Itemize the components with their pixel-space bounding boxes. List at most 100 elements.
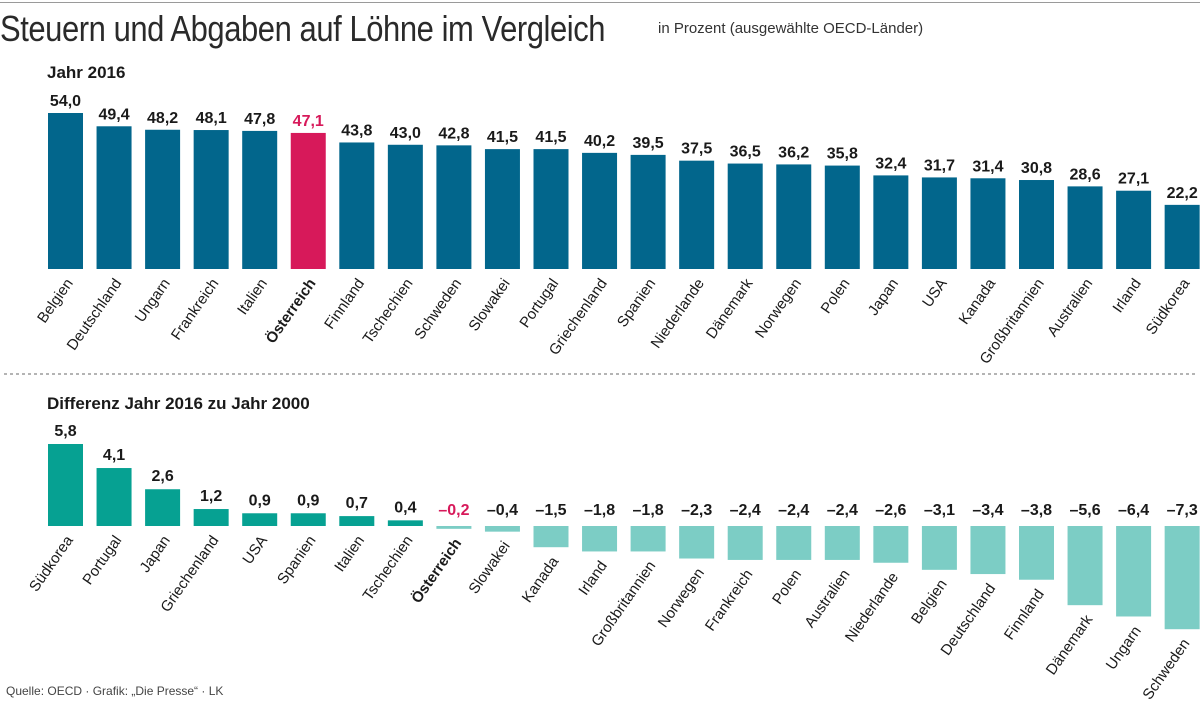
value-label-diff-japan: 2,6 bbox=[151, 468, 173, 485]
value-label-diff-australien: –2,4 bbox=[827, 502, 858, 519]
value-label-diff-suedkorea: 5,8 bbox=[54, 423, 76, 440]
bar-2016-niederlande bbox=[679, 160, 715, 269]
value-label-2016-usa: 31,7 bbox=[924, 157, 955, 174]
panel-differenz: Differenz Jahr 2016 zu Jahr 2000 5,8 Südk… bbox=[26, 394, 1200, 703]
bar-2016-slowakei bbox=[484, 149, 520, 269]
value-label-2016-niederlande: 37,5 bbox=[681, 141, 712, 158]
bar-diff-deutschland bbox=[970, 526, 1006, 575]
category-label-diff-kanada: Kanada bbox=[519, 553, 563, 606]
bar-diff-oesterreich bbox=[436, 526, 472, 529]
value-label-2016-tschechien: 43,0 bbox=[390, 125, 421, 142]
category-label-diff-spanien: Spanien bbox=[274, 533, 320, 588]
bar-diff-spanien bbox=[290, 513, 326, 526]
header: Steuern und Abgaben auf Löhne im Verglei… bbox=[0, 8, 704, 50]
bar-2016-deutschland bbox=[96, 126, 132, 270]
category-label-diff-portugal: Portugal bbox=[79, 533, 125, 589]
value-label-diff-kanada: –1,5 bbox=[535, 502, 566, 519]
bar-diff-grossbritannien bbox=[630, 526, 666, 552]
bar-diff-tschechien bbox=[387, 520, 423, 526]
category-label-2016-slowakei: Slowakei bbox=[465, 276, 513, 335]
value-label-diff-usa: 0,9 bbox=[249, 492, 271, 509]
bar-2016-ungarn bbox=[145, 129, 181, 269]
value-label-diff-tschechien: 0,4 bbox=[394, 499, 416, 516]
value-label-diff-norwegen: –2,3 bbox=[681, 502, 712, 519]
category-label-2016-italien: Italien bbox=[234, 276, 271, 319]
value-label-2016-polen: 35,8 bbox=[827, 146, 858, 163]
category-label-2016-japan: Japan bbox=[865, 276, 902, 319]
source-note: Quelle: OECD · Grafik: „Die Presse“ · LK bbox=[6, 684, 224, 698]
bar-diff-usa bbox=[242, 513, 278, 526]
bar-2016-usa bbox=[921, 177, 957, 269]
value-label-diff-slowakei: –0,4 bbox=[487, 502, 518, 519]
category-label-diff-suedkorea: Südkorea bbox=[26, 532, 77, 595]
value-label-diff-portugal: 4,1 bbox=[103, 447, 125, 464]
category-label-2016-oesterreich: Österreich bbox=[263, 276, 320, 347]
bar-2016-finnland bbox=[339, 142, 375, 269]
value-label-2016-australien: 28,6 bbox=[1069, 166, 1100, 183]
bar-diff-japan bbox=[145, 489, 181, 526]
value-label-2016-oesterreich: 47,1 bbox=[293, 113, 324, 130]
value-label-2016-spanien: 39,5 bbox=[633, 135, 664, 152]
bar-2016-australien bbox=[1067, 186, 1103, 269]
bar-2016-griechenland bbox=[582, 152, 618, 269]
value-label-diff-spanien: 0,9 bbox=[297, 492, 319, 509]
category-label-diff-irland: Irland bbox=[575, 558, 610, 598]
value-label-diff-italien: 0,7 bbox=[346, 495, 368, 512]
category-label-2016-suedkorea: Südkorea bbox=[1143, 275, 1194, 338]
bar-diff-daenemark bbox=[1067, 526, 1103, 606]
bar-2016-schweden bbox=[436, 145, 472, 269]
value-label-2016-belgien: 54,0 bbox=[50, 93, 81, 110]
value-label-2016-griechenland: 40,2 bbox=[584, 133, 615, 150]
category-label-diff-norwegen: Norwegen bbox=[655, 565, 708, 631]
category-label-2016-ungarn: Ungarn bbox=[132, 276, 174, 326]
bar-2016-irland bbox=[1116, 190, 1152, 269]
bar-diff-schweden bbox=[1164, 526, 1200, 630]
bar-diff-australien bbox=[824, 526, 860, 560]
bar-2016-suedkorea bbox=[1164, 204, 1200, 269]
category-label-diff-polen: Polen bbox=[769, 566, 805, 607]
bar-diff-portugal bbox=[96, 468, 132, 526]
bar-diff-frankreich bbox=[727, 526, 763, 560]
value-label-diff-grossbritannien: –1,8 bbox=[633, 502, 664, 519]
category-label-diff-daenemark: Dänemark bbox=[1043, 611, 1097, 678]
bar-2016-portugal bbox=[533, 149, 569, 269]
category-label-2016-kanada: Kanada bbox=[956, 275, 1000, 328]
category-label-diff-australien: Australien bbox=[801, 566, 853, 630]
value-label-2016-japan: 32,4 bbox=[875, 155, 906, 172]
value-label-diff-frankreich: –2,4 bbox=[730, 502, 761, 519]
value-label-diff-deutschland: –3,4 bbox=[972, 502, 1003, 519]
panel-jahr-2016: Jahr 2016 54,0Belgien49,4Deutschland48,2… bbox=[34, 63, 1200, 367]
value-label-2016-suedkorea: 22,2 bbox=[1167, 185, 1198, 202]
value-label-diff-irland: –1,8 bbox=[584, 502, 615, 519]
bar-diff-polen bbox=[776, 526, 812, 560]
category-label-diff-usa: USA bbox=[239, 533, 271, 568]
bar-diff-belgien bbox=[921, 526, 957, 570]
category-label-diff-finnland: Finnland bbox=[1001, 586, 1048, 643]
value-label-diff-niederlande: –2,6 bbox=[875, 502, 906, 519]
panel1-title: Jahr 2016 bbox=[47, 63, 125, 82]
bar-diff-slowakei bbox=[484, 526, 520, 532]
value-label-diff-oesterreich: –0,2 bbox=[438, 502, 469, 519]
value-label-2016-norwegen: 36,2 bbox=[778, 144, 809, 161]
category-label-diff-frankreich: Frankreich bbox=[702, 566, 757, 634]
value-label-diff-finnland: –3,8 bbox=[1021, 502, 1052, 519]
bar-diff-finnland bbox=[1019, 526, 1054, 580]
bar-diff-kanada bbox=[533, 526, 569, 548]
bar-diff-italien bbox=[339, 516, 375, 526]
value-label-diff-schweden: –7,3 bbox=[1167, 502, 1198, 519]
bar-diff-irland bbox=[582, 526, 618, 552]
category-label-diff-niederlande: Niederlande bbox=[842, 569, 902, 645]
category-label-diff-tschechien: Tschechien bbox=[360, 533, 417, 604]
category-label-diff-oesterreich: Österreich bbox=[408, 535, 465, 606]
category-label-2016-usa: USA bbox=[919, 276, 951, 311]
value-label-2016-finnland: 43,8 bbox=[341, 122, 372, 139]
value-label-2016-portugal: 41,5 bbox=[535, 129, 566, 146]
category-label-diff-italien: Italien bbox=[331, 533, 368, 576]
value-label-diff-ungarn: –6,4 bbox=[1118, 502, 1149, 519]
value-label-2016-schweden: 42,8 bbox=[438, 125, 469, 142]
bar-2016-belgien bbox=[48, 113, 83, 269]
category-label-2016-finnland: Finnland bbox=[321, 276, 368, 333]
bar-2016-polen bbox=[824, 165, 860, 269]
bar-2016-frankreich bbox=[193, 130, 229, 269]
